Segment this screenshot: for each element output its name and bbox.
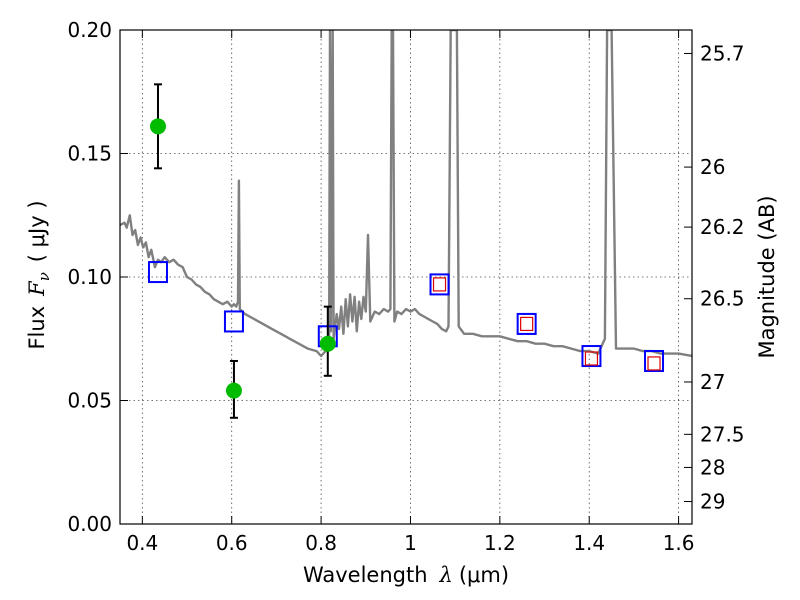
y2-tick-label: 27 (700, 370, 725, 394)
x-tick-label: 0.4 (126, 531, 158, 555)
observed-photometry-point (584, 351, 599, 366)
y-tick-label: 0.10 (67, 265, 112, 289)
y2-tick-label: 26 (700, 155, 725, 179)
y-axis-title: FluxFν( μJy ) (25, 200, 53, 349)
model-photometry-point (223, 310, 244, 333)
y2-axis-title: Magnitude (AB) (755, 195, 779, 358)
detection-point (225, 382, 242, 399)
x-tick-labels: 0.4 0.6 0.8 1 1.2 1.4 1.6 (126, 531, 694, 555)
spectrum-layer (120, 30, 692, 358)
y-tick-label: 0.00 (67, 512, 112, 536)
detection-point (319, 335, 336, 352)
model-photometry-point (147, 261, 168, 284)
spectrum-line (120, 30, 692, 358)
y-tick-label: 0.05 (67, 389, 112, 413)
model-photometry-point (644, 349, 665, 372)
tick-marks (120, 29, 692, 525)
y2-tick-label: 29 (700, 490, 725, 514)
observed-photometry-point (647, 356, 661, 371)
y2-tick-label: 27.5 (700, 422, 745, 446)
x-tick-label: 1.6 (663, 531, 695, 555)
model-photometry-point (581, 345, 602, 368)
detection-point (149, 118, 166, 135)
grid (120, 30, 692, 524)
observed-photometry-point (520, 316, 534, 332)
y2-tick-label: 26.5 (700, 287, 745, 311)
observed-photometry-point (432, 277, 447, 292)
x-axis-title: Wavelength λ (μm) (303, 563, 509, 587)
x-tick-label: 0.6 (216, 531, 248, 555)
x-tick-label: 0.8 (305, 531, 337, 555)
observed-photometry-layer (432, 277, 661, 371)
y-tick-label: 0.15 (67, 142, 112, 166)
x-tick-label: 1.2 (484, 531, 516, 555)
model-photometry-point (516, 312, 537, 335)
model-photometry-point (429, 273, 450, 296)
y2-tick-label: 25.7 (700, 41, 745, 65)
y2-tick-label: 26.2 (700, 215, 745, 239)
x-tick-label: 1.4 (573, 531, 605, 555)
y2-tick-label: 28 (700, 455, 725, 479)
y2-tick-labels: 25.7 26 26.2 26.5 27 27.5 28 29 (700, 41, 745, 513)
detections-layer (149, 83, 336, 419)
x-tick-label: 1 (404, 531, 417, 555)
y-tick-labels: 0.00 0.05 0.10 0.15 0.20 (67, 18, 112, 536)
y-tick-label: 0.20 (67, 18, 112, 42)
